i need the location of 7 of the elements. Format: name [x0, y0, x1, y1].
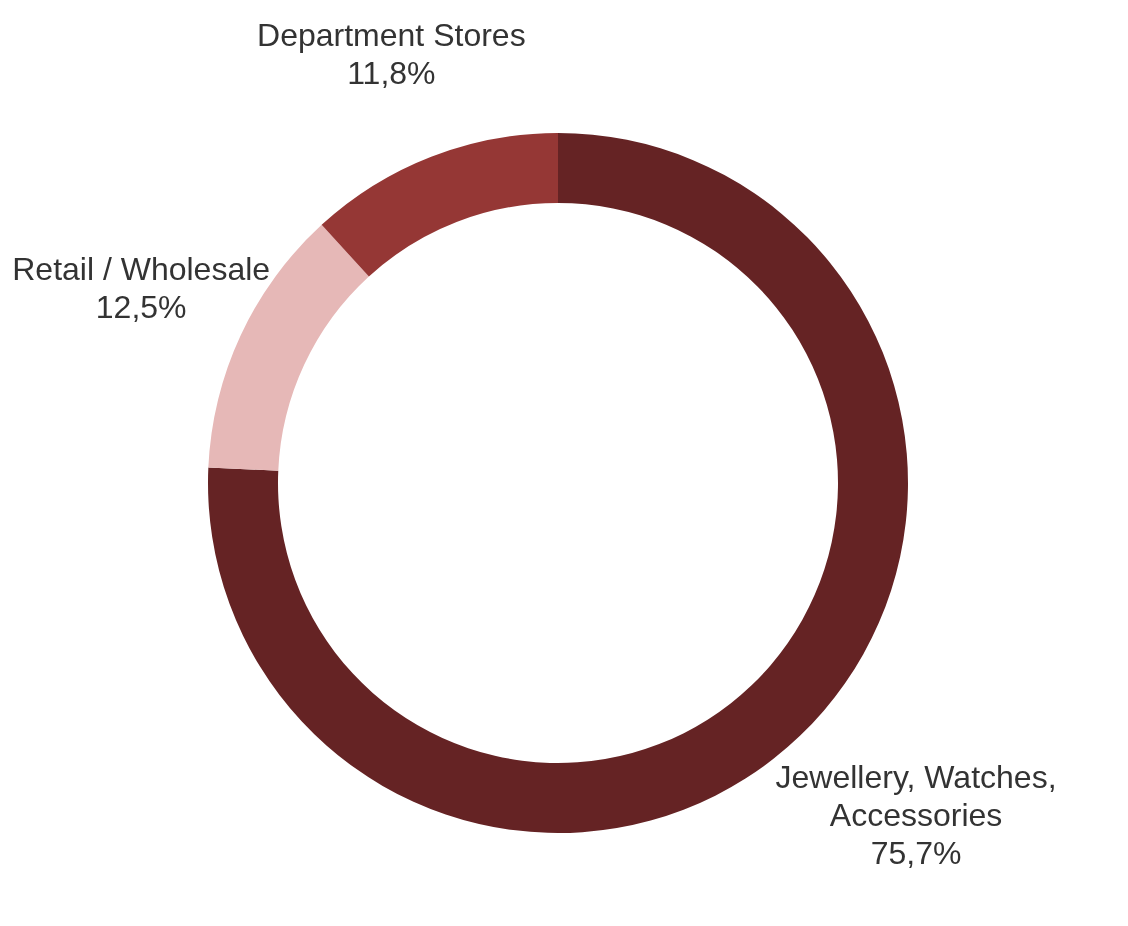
data-label: 75,7% [870, 835, 962, 872]
slice-label: Department Stores [257, 17, 526, 54]
slice-label: Retail / Wholesale [12, 251, 271, 288]
data-label: 11,8% [347, 55, 436, 92]
slice-label: Jewellery, Watches, Accessories [775, 759, 1057, 834]
data-label: 12,5% [95, 289, 187, 326]
donut-slice [321, 133, 558, 277]
